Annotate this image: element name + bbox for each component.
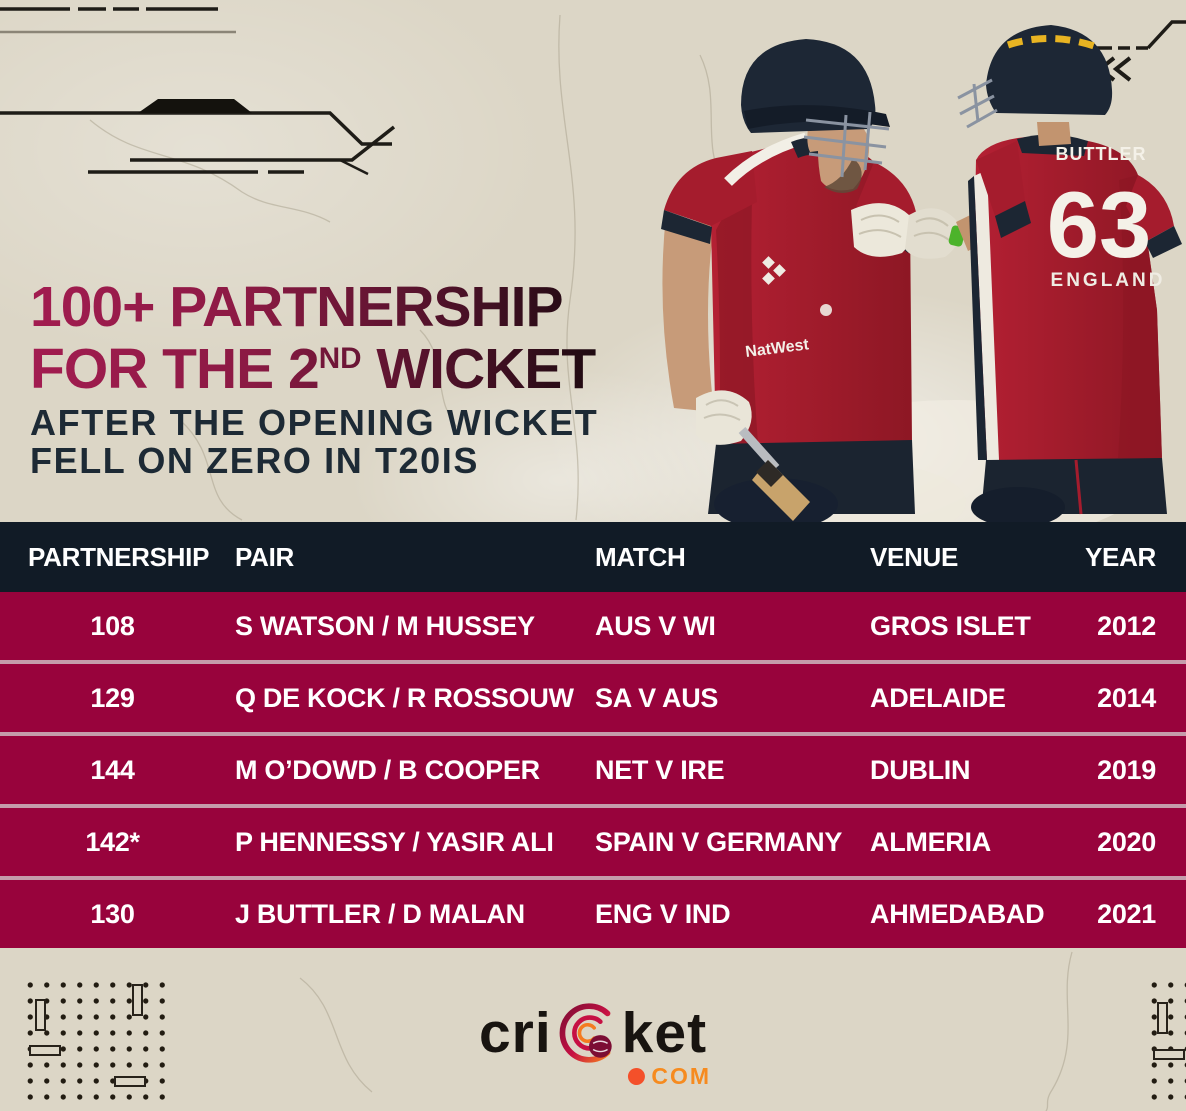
header-year: YEAR	[1085, 541, 1157, 572]
right-player-pad	[971, 487, 1065, 522]
cell-year: 2021	[1097, 898, 1156, 929]
bottom-glove	[696, 390, 752, 445]
left-player-arm	[662, 215, 714, 412]
header-partnership: PARTNERSHIP	[28, 541, 210, 572]
gloves-fistbump	[851, 203, 966, 259]
player-number-text: 63	[1047, 172, 1152, 277]
cell-venue: ADELAIDE	[870, 682, 1006, 713]
dot-pattern-left	[18, 973, 168, 1105]
cell-venue: GROS ISLET	[870, 610, 1031, 641]
cell-year: 2012	[1097, 610, 1156, 641]
players-photo: NatWest	[661, 25, 1182, 522]
jersey-side-stripe	[974, 170, 999, 460]
cell-partnership: 130	[90, 898, 135, 929]
cell-year: 2019	[1097, 754, 1156, 785]
table-row: 142* P HENNESSY / YASIR ALI SPAIN V GERM…	[0, 804, 1186, 876]
pants-stripe	[1074, 459, 1083, 515]
right-sleeve-cuff	[995, 201, 1031, 238]
table-row: 130 J BUTTLER / D MALAN ENG V IND AHMEDA…	[0, 876, 1186, 948]
page-subtitle: AFTER THE OPENING WICKET FELL ON ZERO IN…	[30, 402, 599, 481]
logo-ball-swirl-icon	[559, 1003, 612, 1063]
page-title: 100+ PARTNERSHIP FOR THE 2ND WICKET	[30, 282, 598, 395]
cell-venue: AHMEDABAD	[870, 898, 1045, 929]
header-pair: PAIR	[235, 541, 294, 572]
dot-pattern-right	[1142, 973, 1186, 1105]
header-match: MATCH	[595, 541, 686, 572]
cell-year: 2020	[1097, 826, 1156, 857]
trapezoid-shape	[138, 99, 252, 113]
player-team-text: ENGLAND	[1051, 270, 1166, 291]
left-player: NatWest	[661, 39, 926, 522]
table-header-row: PARTNERSHIP PAIR MATCH VENUE YEAR	[0, 522, 1186, 592]
logo-tld-text: COM	[651, 1063, 712, 1089]
logo-text-pre: cri	[478, 1001, 552, 1065]
cell-partnership: 144	[90, 754, 135, 785]
player-name-text: BUTTLER	[1056, 144, 1147, 164]
helmet-grille	[803, 111, 890, 178]
bat-handle	[738, 426, 780, 472]
right-player-helmet	[986, 25, 1113, 115]
cell-venue: ALMERIA	[870, 826, 991, 857]
team-crest	[820, 304, 832, 316]
cell-partnership: 142*	[85, 826, 140, 857]
right-player: BUTTLER 63 ENGLAND	[956, 25, 1182, 522]
logo-text-post: ket	[621, 1001, 708, 1065]
cell-match: SPAIN V GERMANY	[595, 826, 843, 857]
cell-year: 2014	[1097, 682, 1156, 713]
topleft-circuit-decoration	[0, 7, 396, 176]
cricket-com-logo: cri ket COM	[478, 1000, 709, 1089]
table-row: 129 Q DE KOCK / R ROSSOUW SA V AUS ADELA…	[0, 660, 1186, 732]
cell-match: ENG V IND	[595, 898, 731, 929]
title-block: 100+ PARTNERSHIP FOR THE 2ND WICKET AFTE…	[30, 282, 598, 480]
helmet-yellow-band	[1006, 35, 1099, 51]
helmet-brim	[744, 105, 890, 129]
cell-pair: S WATSON / M HUSSEY	[235, 610, 535, 641]
cell-partnership: 108	[90, 610, 135, 641]
cell-venue: DUBLIN	[870, 754, 971, 785]
cell-pair: Q DE KOCK / R ROSSOUW	[235, 682, 574, 713]
cell-pair: P HENNESSY / YASIR ALI	[235, 826, 554, 857]
logo-tld: COM	[628, 1063, 711, 1090]
cell-partnership: 129	[90, 682, 135, 713]
logo-dot-icon	[628, 1068, 646, 1085]
left-sleeve-cuff	[661, 210, 712, 244]
table-row: 108 S WATSON / M HUSSEY AUS V WI GROS IS…	[0, 592, 1186, 660]
right-helmet-grille	[957, 78, 998, 129]
cell-match: NET V IRE	[595, 754, 725, 785]
cell-pair: J BUTTLER / D MALAN	[235, 898, 525, 929]
stats-table: PARTNERSHIP PAIR MATCH VENUE YEAR 108 S …	[0, 522, 1186, 948]
cell-match: SA V AUS	[595, 682, 719, 713]
header-venue: VENUE	[870, 541, 959, 572]
cell-match: AUS V WI	[595, 610, 716, 641]
ordinal-superscript: ND	[318, 342, 362, 375]
table-row: 144 M O’DOWD / B COOPER NET V IRE DUBLIN…	[0, 732, 1186, 804]
cell-pair: M O’DOWD / B COOPER	[235, 754, 540, 785]
